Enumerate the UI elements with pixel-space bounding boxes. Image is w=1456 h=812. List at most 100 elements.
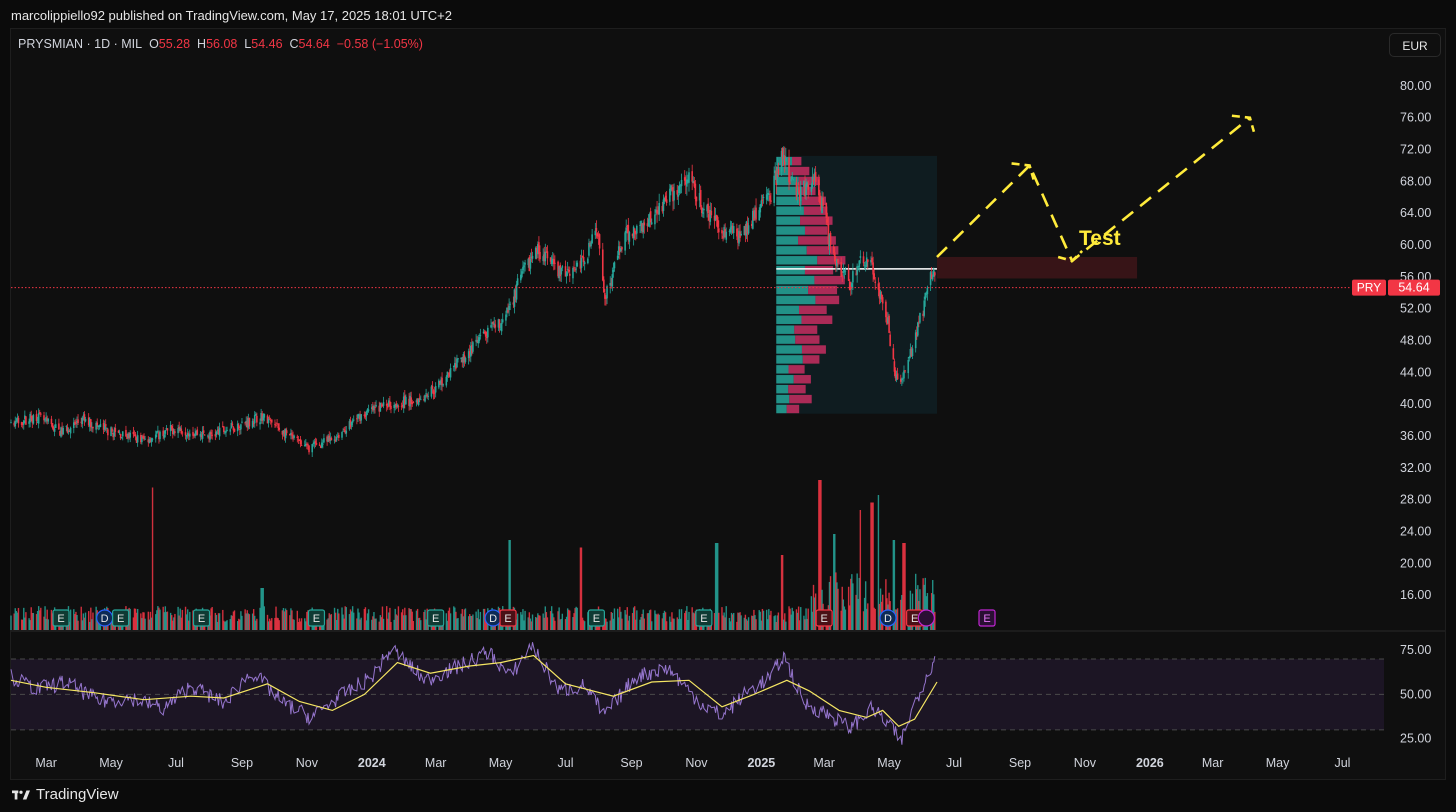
- volume-bar: [164, 606, 167, 630]
- earnings-event-icon[interactable]: [192, 609, 211, 627]
- split-event-icon[interactable]: [917, 609, 935, 627]
- volume-bar: [358, 612, 360, 630]
- earnings-event-icon[interactable]: [307, 609, 326, 627]
- candle: [514, 290, 517, 298]
- candle: [293, 435, 295, 438]
- candle: [804, 183, 806, 197]
- candle: [597, 235, 600, 237]
- candle: [260, 412, 262, 421]
- volume-bar: [188, 620, 190, 630]
- high-value: 56.08: [206, 37, 238, 51]
- earnings-event-icon[interactable]: [695, 609, 713, 627]
- earnings-event-icon[interactable]: [499, 609, 517, 627]
- volume-bar: [576, 607, 578, 630]
- candle: [244, 422, 246, 424]
- volume-bar: [155, 614, 157, 630]
- earnings-event-icon[interactable]: [427, 609, 445, 627]
- candle: [423, 399, 425, 401]
- vp-row-sell: [803, 206, 828, 215]
- volume-bar: [179, 608, 181, 630]
- vp-row-buy: [776, 226, 805, 235]
- volume-bar: [281, 610, 284, 630]
- candle: [713, 215, 716, 221]
- volume-bar: [372, 616, 374, 630]
- volume-bar: [25, 612, 27, 630]
- volume-bar: [723, 612, 725, 630]
- candle: [187, 434, 190, 437]
- volume-bar: [47, 619, 49, 630]
- candle: [147, 439, 150, 443]
- candle: [29, 413, 31, 423]
- candle: [566, 269, 569, 271]
- volume-bar: [611, 612, 614, 630]
- volume-bar: [268, 618, 271, 630]
- candle: [214, 434, 217, 437]
- event-label: E: [57, 613, 64, 625]
- candle: [431, 385, 434, 389]
- volume-bar: [914, 573, 917, 630]
- volume-bar: [806, 618, 808, 630]
- volume-bar: [142, 612, 144, 630]
- candle: [126, 436, 128, 439]
- candle: [449, 368, 452, 378]
- candle: [924, 292, 927, 300]
- candle: [848, 281, 851, 291]
- volume-bar: [263, 606, 266, 630]
- candle: [765, 194, 768, 200]
- candle: [170, 426, 173, 429]
- volume-bar: [759, 611, 761, 630]
- volume-bar: [396, 615, 399, 630]
- vp-row-buy: [776, 375, 794, 384]
- candle: [246, 421, 249, 428]
- earnings-event-icon[interactable]: [52, 609, 70, 627]
- volume-bar: [852, 583, 854, 630]
- volume-bar: [404, 607, 406, 630]
- earnings-event-icon[interactable]: [587, 609, 605, 627]
- volume-bar: [648, 610, 651, 630]
- volume-bar: [552, 613, 554, 630]
- volume-bar: [849, 605, 851, 630]
- rsi-tick-label: 50.00: [1400, 687, 1431, 701]
- volume-bar: [35, 614, 38, 630]
- candle: [559, 264, 561, 277]
- volume-bar: [271, 618, 273, 630]
- candle: [338, 434, 340, 438]
- y-tick-label: 36.00: [1400, 429, 1431, 443]
- currency-button[interactable]: EUR: [1389, 33, 1441, 57]
- candle: [322, 444, 324, 445]
- volume-bar: [360, 617, 362, 630]
- candle: [142, 435, 144, 438]
- candle: [724, 229, 726, 238]
- candle: [194, 433, 196, 437]
- volume-bar: [330, 614, 333, 630]
- dividend-event-icon[interactable]: [879, 609, 897, 627]
- volume-bar: [133, 608, 136, 630]
- volume-bar: [29, 620, 31, 630]
- earnings-event-icon[interactable]: [112, 609, 130, 627]
- rsi-tick-label: 75.00: [1400, 643, 1431, 657]
- volume-bar: [89, 621, 91, 630]
- candle: [366, 409, 369, 412]
- candle: [334, 440, 337, 442]
- earnings-event-icon[interactable]: [978, 609, 996, 627]
- candle: [284, 428, 287, 439]
- candle: [320, 442, 323, 448]
- candle: [330, 438, 333, 441]
- candle: [766, 193, 769, 195]
- projection-path: [936, 116, 1251, 263]
- volume-bar: [461, 609, 463, 630]
- symbol-info: PRYSMIAN · 1D · MIL: [18, 37, 143, 51]
- volume-bar: [665, 621, 668, 630]
- chart-frame[interactable]: [10, 28, 1446, 780]
- vp-row-sell: [804, 226, 828, 235]
- candle: [738, 230, 740, 244]
- volume-bar: [662, 612, 665, 630]
- earnings-event-icon[interactable]: [815, 609, 833, 627]
- candle: [203, 434, 206, 436]
- volume-bar: [158, 607, 160, 630]
- volume-bar: [731, 614, 734, 630]
- candle: [880, 294, 883, 300]
- volume-bar: [333, 607, 336, 630]
- vp-row-buy: [776, 275, 815, 285]
